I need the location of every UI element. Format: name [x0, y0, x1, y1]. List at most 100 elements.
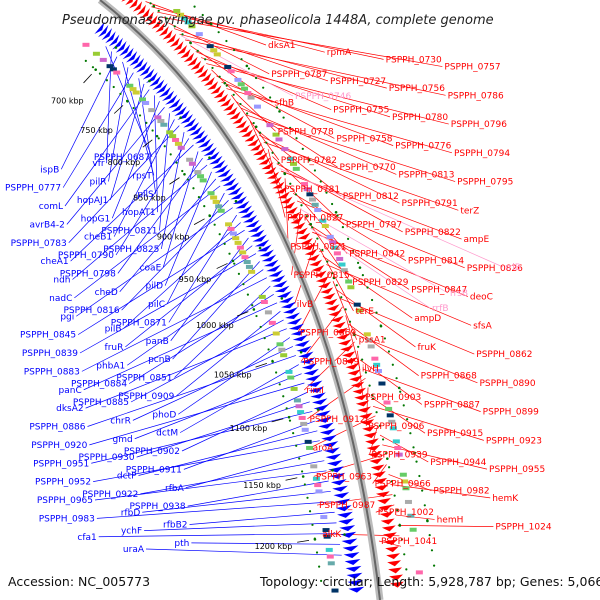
label-connector — [98, 533, 339, 538]
guide-dot — [432, 564, 436, 567]
forward-gene-feature — [343, 357, 358, 364]
reverse-gene-feature — [338, 518, 354, 525]
gene-label: rpmA — [327, 48, 352, 58]
reverse-gene-feature — [126, 51, 138, 63]
reverse-gene-feature — [305, 374, 321, 382]
cog-feature-block — [303, 187, 311, 192]
gene-label: PSPPH_0871 — [111, 318, 167, 328]
gene-label: PSPPH_0951 — [33, 459, 89, 469]
gene-label: PSPPH_0822 — [405, 228, 461, 238]
gene-label: PSPPH_0791 — [402, 199, 458, 209]
gene-label: PSPPH_0906 — [368, 422, 424, 432]
guide-dot — [278, 383, 281, 386]
gene-label: PSPPH_0922 — [82, 490, 138, 500]
cog-feature-block — [232, 236, 240, 241]
gene-features — [82, 0, 423, 593]
cog-feature-block — [154, 115, 162, 120]
cog-feature-block — [215, 204, 223, 209]
guide-dot — [398, 523, 401, 526]
reverse-gene-feature — [108, 34, 120, 47]
forward-gene-feature — [345, 363, 360, 370]
gene-label: cheB1 — [84, 233, 112, 243]
forward-gene-feature — [290, 217, 303, 224]
reverse-gene-feature — [321, 434, 337, 442]
reverse-gene-feature — [333, 492, 350, 499]
reverse-gene-feature — [283, 307, 298, 314]
forward-gene-feature — [272, 181, 285, 189]
forward-gene-feature — [247, 138, 260, 147]
gene-label: PSPPH_0851 — [116, 374, 172, 384]
reverse-gene-feature — [300, 357, 316, 364]
gene-label: PSPPH_0796 — [451, 120, 507, 130]
forward-gene-feature — [359, 412, 373, 419]
backbone-arc-inner — [99, 0, 381, 600]
reverse-gene-feature — [98, 24, 109, 38]
reverse-gene-feature — [180, 114, 194, 124]
reverse-gene-feature — [235, 200, 250, 209]
reverse-gene-feature — [268, 269, 284, 277]
label-connector — [174, 285, 271, 378]
gene-label: phoD — [152, 410, 176, 420]
forward-gene-feature — [366, 444, 381, 451]
label-connector — [115, 138, 190, 256]
cog-feature-block — [173, 8, 181, 13]
forward-gene-feature — [219, 98, 232, 107]
reverse-gene-feature — [252, 234, 267, 242]
gene-label: PSPPH_0780 — [392, 113, 448, 123]
gene-label: cheD — [95, 288, 118, 298]
reverse-gene-feature — [276, 290, 292, 298]
guide-dot — [217, 31, 220, 34]
label-connector — [83, 302, 278, 391]
label-connector — [339, 297, 475, 355]
kbp-tick-mark — [142, 139, 153, 148]
reverse-gene-feature — [112, 37, 123, 50]
gene-label: aroA — [313, 444, 335, 454]
reverse-gene-feature — [165, 94, 178, 105]
genome-title: Pseudomonas syringae pv. phaseolicola 14… — [62, 13, 494, 28]
kbp-tick-label: 700 kbp — [51, 97, 84, 106]
guide-dot — [252, 121, 255, 125]
label-connector — [319, 248, 354, 312]
forward-gene-feature — [370, 464, 385, 471]
kbp-tick-mark — [285, 477, 298, 481]
forward-gene-feature — [187, 56, 198, 66]
forward-gene-feature — [340, 345, 354, 352]
label-connector — [168, 22, 270, 75]
guide-dot — [197, 196, 201, 199]
guide-dot — [211, 66, 214, 70]
label-connector — [372, 405, 484, 441]
cog-feature-block — [247, 95, 255, 100]
cog-feature-block — [139, 97, 147, 102]
forward-gene-feature — [183, 52, 195, 63]
cog-feature-block — [272, 331, 280, 336]
cog-feature-block — [227, 226, 235, 231]
reverse-gene-feature — [340, 531, 357, 538]
label-connector — [122, 61, 155, 176]
cog-feature-block — [329, 240, 337, 245]
guide-dot — [213, 223, 216, 226]
guide-dot — [366, 286, 369, 289]
label-connector — [68, 125, 180, 243]
cog-feature-block — [210, 48, 218, 53]
reverse-gene-feature — [161, 90, 175, 102]
guide-dot — [240, 58, 243, 61]
cog-feature-block — [278, 347, 286, 352]
cog-feature-block — [320, 515, 328, 520]
gene-label: avrB4-2 — [29, 220, 64, 230]
gene-label: pilR — [90, 178, 107, 188]
guide-dot — [246, 293, 249, 296]
label-connector — [121, 200, 229, 311]
reverse-gene-feature — [247, 224, 263, 232]
guide-dot — [311, 226, 314, 229]
guide-dot — [247, 67, 250, 70]
guide-dot — [232, 93, 235, 96]
guide-dot — [313, 169, 317, 172]
rna-label: rrsB — [450, 289, 468, 299]
guide-dot — [204, 58, 207, 61]
label-connector — [96, 501, 333, 519]
guide-dot — [325, 191, 328, 194]
gene-label: panB — [146, 337, 169, 347]
gene-label: pilB — [105, 325, 122, 335]
forward-gene-feature — [313, 270, 327, 278]
gene-label: fruR — [105, 343, 124, 353]
